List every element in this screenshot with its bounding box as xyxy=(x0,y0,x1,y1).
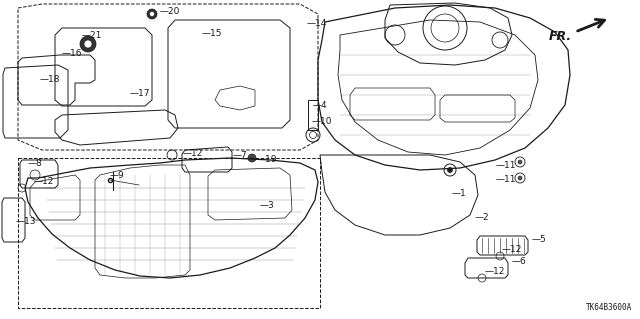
Circle shape xyxy=(248,154,256,162)
Text: —7: —7 xyxy=(233,151,248,160)
Text: —8: —8 xyxy=(28,159,43,167)
Circle shape xyxy=(518,176,522,180)
Text: —11: —11 xyxy=(496,175,516,184)
Text: TK64B3600A: TK64B3600A xyxy=(586,303,632,312)
Circle shape xyxy=(80,36,96,52)
Text: —1: —1 xyxy=(452,189,467,197)
Text: FR.: FR. xyxy=(549,29,572,42)
Text: —12: —12 xyxy=(183,150,204,159)
Text: —6: —6 xyxy=(512,257,527,266)
Text: —10: —10 xyxy=(312,117,333,127)
Text: —12: —12 xyxy=(485,268,506,277)
Text: —12: —12 xyxy=(502,246,522,255)
Text: —17: —17 xyxy=(130,90,150,99)
Circle shape xyxy=(84,40,92,48)
Text: —15: —15 xyxy=(202,29,223,39)
Circle shape xyxy=(147,9,157,19)
Text: —11: —11 xyxy=(496,160,516,169)
Text: —13: —13 xyxy=(16,218,36,226)
Text: —3: —3 xyxy=(260,201,275,210)
Text: —9: —9 xyxy=(110,172,125,181)
Text: —4: —4 xyxy=(313,100,328,109)
Text: —20: —20 xyxy=(160,8,180,17)
Text: —16: —16 xyxy=(62,48,83,57)
Text: —12: —12 xyxy=(34,177,54,187)
Text: —21: —21 xyxy=(82,32,102,41)
Circle shape xyxy=(447,167,452,173)
Text: —2: —2 xyxy=(475,213,490,222)
Circle shape xyxy=(518,160,522,164)
Text: —19: —19 xyxy=(257,155,278,165)
Circle shape xyxy=(150,11,154,17)
Text: —5: —5 xyxy=(532,235,547,244)
Text: —14: —14 xyxy=(307,19,328,28)
Text: —18: —18 xyxy=(40,76,61,85)
